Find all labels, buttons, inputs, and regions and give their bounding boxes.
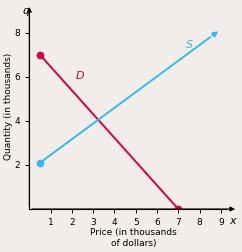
Text: q: q (23, 6, 30, 16)
Text: D: D (76, 71, 85, 81)
Text: S: S (186, 40, 193, 50)
Y-axis label: Quantity (in thousands): Quantity (in thousands) (4, 53, 13, 160)
Text: x: x (229, 216, 236, 226)
X-axis label: Price (in thousands
of dollars): Price (in thousands of dollars) (90, 228, 177, 248)
